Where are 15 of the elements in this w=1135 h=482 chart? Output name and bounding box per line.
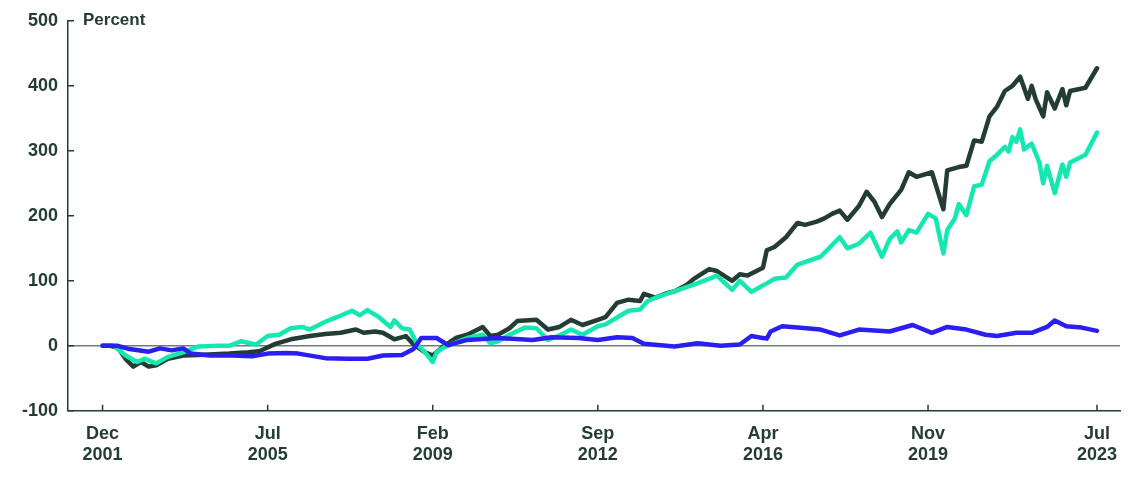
y-tick-label: 200 bbox=[27, 204, 58, 225]
x-tick-label: Sep 2012 bbox=[577, 422, 618, 465]
x-tick-label: Feb 2009 bbox=[412, 422, 453, 465]
x-tick-label: Jul 2005 bbox=[247, 422, 288, 465]
x-tick-label: Dec 2001 bbox=[82, 422, 123, 465]
y-tick-label: -100 bbox=[21, 399, 58, 420]
y-tick-label: 500 bbox=[27, 9, 58, 30]
x-tick-label: Apr 2016 bbox=[742, 422, 783, 465]
y-tick-label: 0 bbox=[47, 334, 58, 355]
y-tick-label: 400 bbox=[27, 74, 58, 95]
x-tick-label: Jul 2023 bbox=[1076, 422, 1117, 465]
y-tick-label: 300 bbox=[27, 139, 58, 160]
x-tick-label: Nov 2019 bbox=[908, 422, 949, 465]
y-tick-label: 100 bbox=[27, 269, 58, 290]
y-axis-title: Percent bbox=[83, 10, 146, 30]
